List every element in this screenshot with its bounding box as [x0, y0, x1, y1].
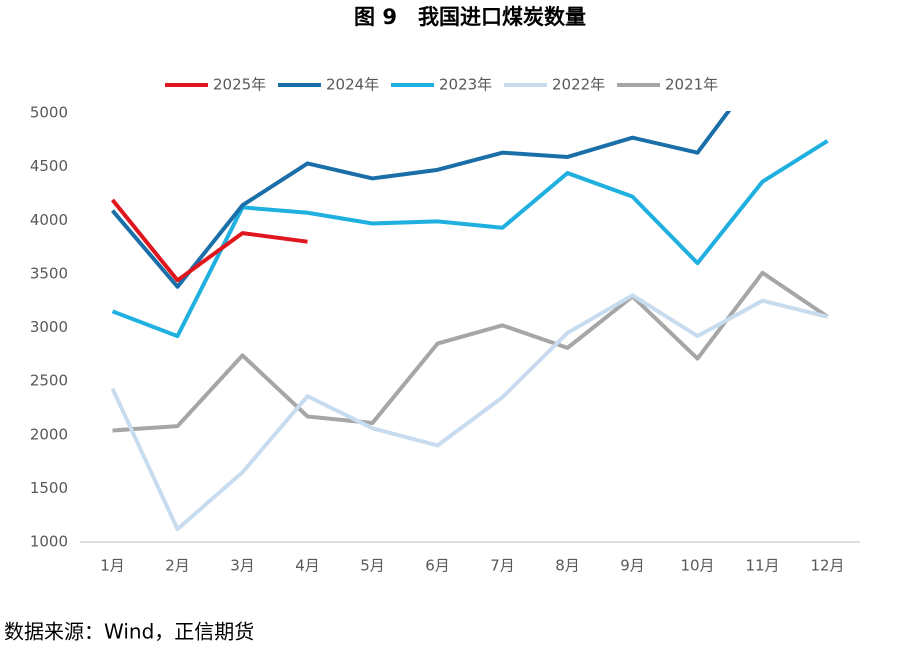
y-tick-label: 5000: [30, 104, 68, 122]
series-line: [110, 198, 308, 283]
y-tick-label: 3500: [30, 264, 68, 282]
y-tick-label: 2000: [30, 425, 68, 443]
plot-area: [110, 111, 829, 532]
x-tick-label: 8月: [555, 557, 580, 575]
chart-title: 图 9 我国进口煤炭数量: [354, 5, 586, 29]
series-line: [110, 293, 828, 532]
x-tick-label: 7月: [490, 557, 515, 575]
x-tick-label: 12月: [810, 557, 844, 575]
y-tick-label: 1500: [30, 479, 68, 497]
x-tick-label: 9月: [620, 557, 645, 575]
x-tick-label: 10月: [680, 557, 714, 575]
y-tick-label: 3000: [30, 318, 68, 336]
y-tick-label: 2500: [30, 372, 68, 390]
y-tick-label: 4500: [30, 157, 68, 175]
x-tick-label: 3月: [230, 557, 255, 575]
legend-label: 2025年: [213, 76, 266, 94]
legend-label: 2024年: [326, 76, 379, 94]
legend-label: 2021年: [665, 76, 718, 94]
x-tick-label: 2月: [165, 557, 190, 575]
x-tick-label: 5月: [360, 557, 385, 575]
series-line: [110, 111, 732, 289]
x-tick-label: 11月: [745, 557, 779, 575]
x-tick-label: 6月: [425, 557, 450, 575]
source-note: 数据来源：Wind，正信期货: [4, 620, 254, 644]
series-line: [111, 139, 829, 339]
x-tick-label: 4月: [295, 557, 320, 575]
series-line: [112, 270, 829, 433]
legend-label: 2022年: [552, 76, 605, 94]
legend-label: 2023年: [439, 76, 492, 94]
y-tick-label: 4000: [30, 211, 68, 229]
y-tick-label: 1000: [30, 533, 68, 551]
x-tick-label: 1月: [100, 557, 125, 575]
